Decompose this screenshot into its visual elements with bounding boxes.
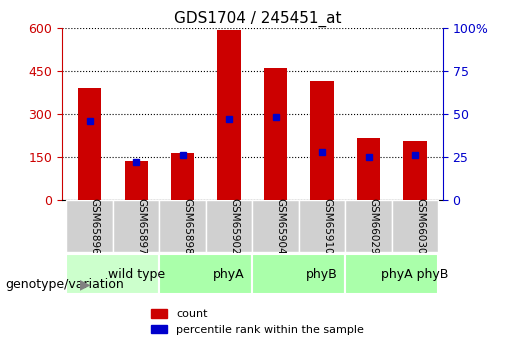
Bar (311, 81, 334, 200)
Bar (403, 141, 426, 200)
FancyBboxPatch shape (252, 254, 345, 294)
Text: GSM66030: GSM66030 (415, 198, 425, 254)
FancyBboxPatch shape (345, 254, 438, 294)
Text: GSM65898: GSM65898 (183, 198, 193, 254)
Text: phyA: phyA (213, 268, 245, 281)
Text: phyB: phyB (306, 268, 338, 281)
Text: GSM66029: GSM66029 (369, 198, 379, 254)
FancyBboxPatch shape (160, 200, 206, 252)
Text: GSM65904: GSM65904 (276, 198, 286, 254)
Text: ▶: ▶ (80, 278, 91, 292)
Text: genotype/variation: genotype/variation (5, 278, 124, 291)
Bar (171, 152, 194, 200)
FancyBboxPatch shape (345, 200, 392, 252)
FancyBboxPatch shape (113, 200, 160, 252)
Text: phyA phyB: phyA phyB (381, 268, 449, 281)
FancyBboxPatch shape (66, 200, 113, 252)
FancyBboxPatch shape (299, 200, 345, 252)
Text: GSM65902: GSM65902 (229, 198, 239, 254)
Text: wild type: wild type (108, 268, 165, 281)
Text: GSM65910: GSM65910 (322, 198, 332, 254)
Text: GSM65897: GSM65897 (136, 198, 146, 254)
FancyBboxPatch shape (392, 200, 438, 252)
FancyBboxPatch shape (206, 200, 252, 252)
Bar (125, 161, 148, 200)
Text: GDS1704 / 245451_at: GDS1704 / 245451_at (174, 10, 341, 27)
FancyBboxPatch shape (252, 200, 299, 252)
Text: GSM65896: GSM65896 (90, 198, 100, 254)
Legend: count, percentile rank within the sample: count, percentile rank within the sample (146, 305, 369, 339)
Bar (264, 68, 287, 200)
FancyBboxPatch shape (66, 254, 160, 294)
Bar (357, 138, 380, 200)
Bar (78, 88, 101, 200)
Bar (217, 30, 241, 200)
FancyBboxPatch shape (160, 254, 252, 294)
